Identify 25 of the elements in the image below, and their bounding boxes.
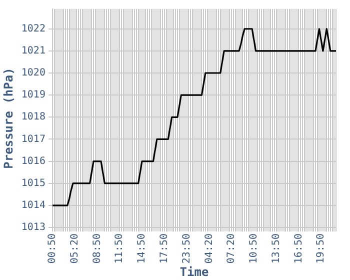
x-tick-label: 19:50	[316, 233, 327, 264]
x-tick-label: 11:50	[114, 233, 126, 264]
y-tick-label: 1013	[21, 222, 46, 234]
y-tick-label: 1019	[21, 90, 46, 101]
x-tick-label: 08:50	[92, 233, 103, 264]
x-axis-title: Time	[180, 264, 209, 279]
y-tick-label: 1017	[21, 134, 46, 145]
x-tick-label: 10:50	[248, 233, 260, 264]
x-tick-label: 04:20	[204, 233, 215, 264]
y-tick-label: 1020	[21, 68, 46, 79]
x-tick-label: 05:20	[69, 233, 80, 264]
x-tick-label: 14:50	[136, 233, 148, 264]
y-tick-label: 1022	[21, 23, 46, 34]
y-tick-label: 1021	[21, 46, 46, 57]
y-tick-label: 1016	[21, 156, 46, 167]
x-tick-label: 13:50	[270, 233, 282, 264]
x-tick-label: 00:50	[47, 233, 58, 264]
y-tick-label: 1015	[21, 178, 46, 189]
x-tick-label: 16:50	[293, 233, 304, 264]
x-tick-label: 17:50	[158, 233, 170, 264]
y-axis-title: Pressure (hPa)	[1, 68, 16, 169]
y-tick-label: 1018	[21, 112, 46, 123]
x-tick-label: 23:50	[181, 233, 192, 264]
y-tick-label: 1014	[21, 200, 46, 212]
x-tick-label: 07:20	[226, 233, 238, 264]
